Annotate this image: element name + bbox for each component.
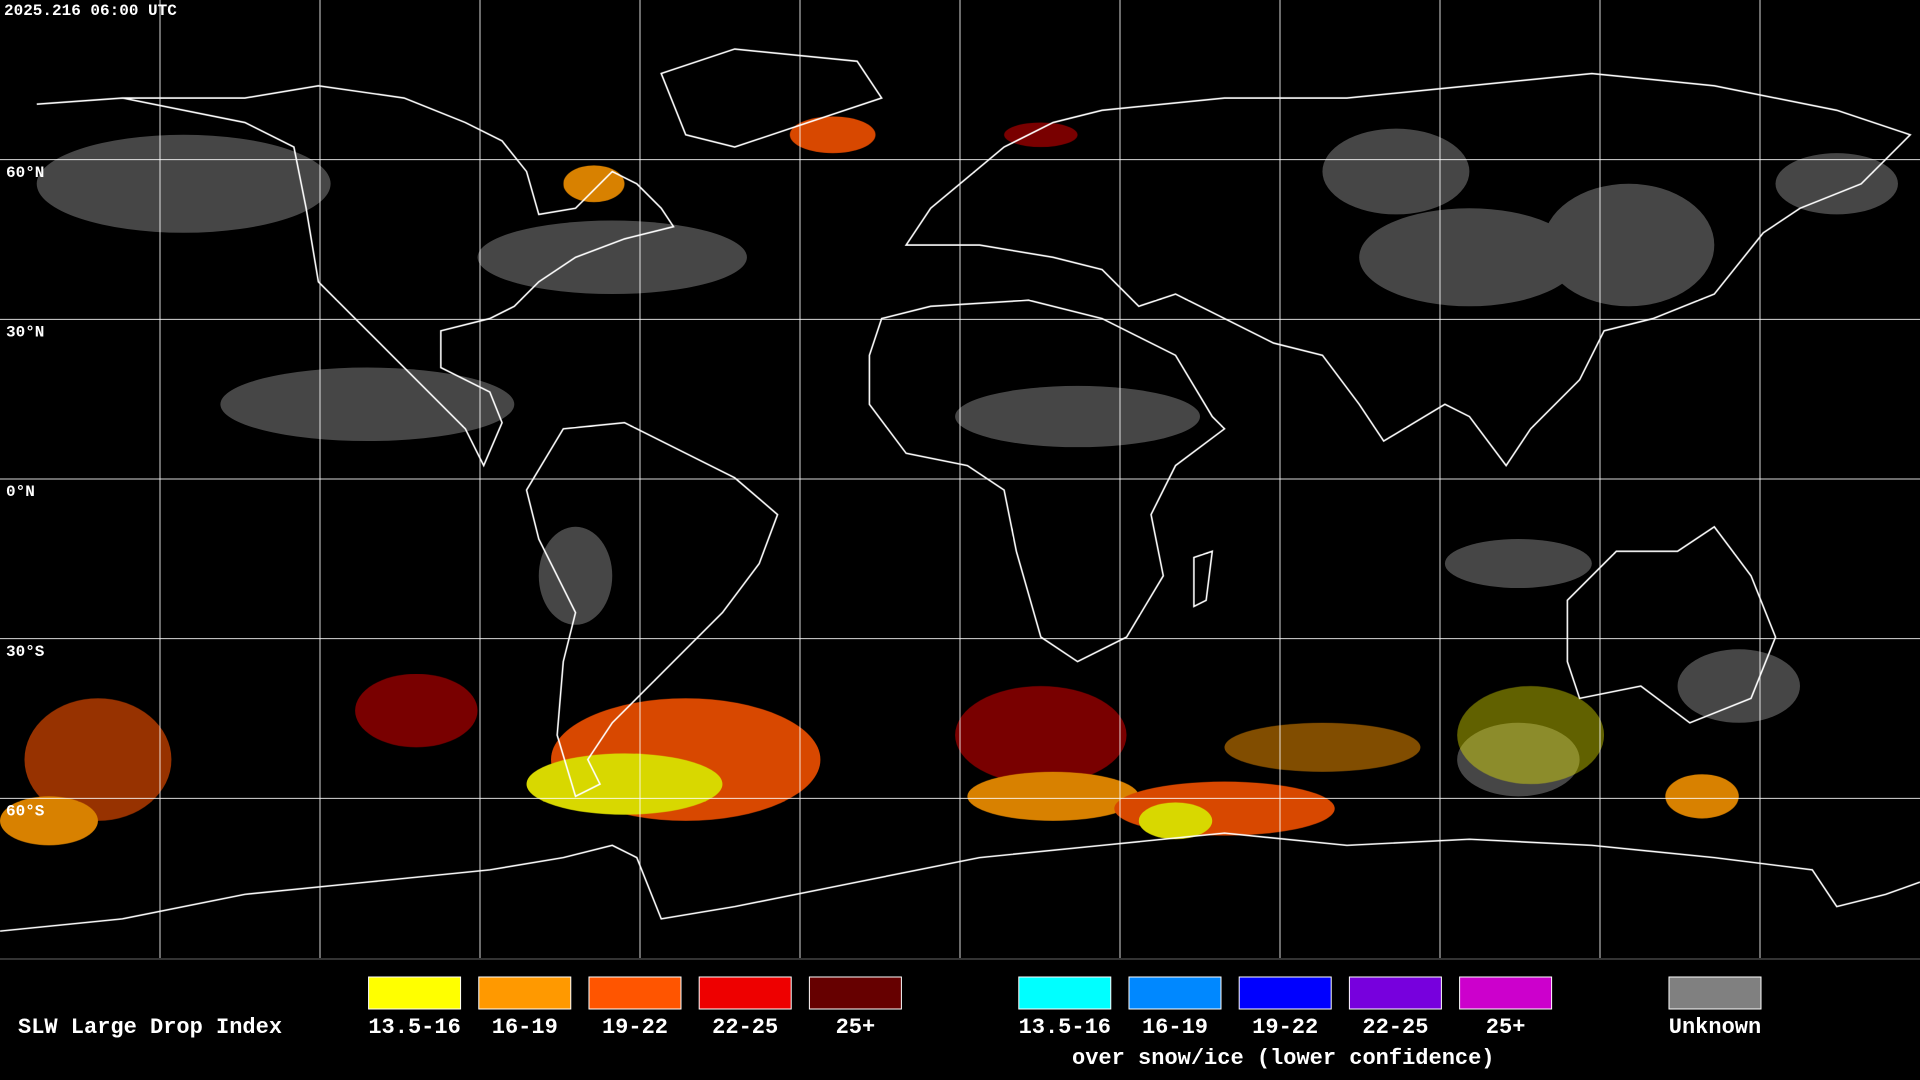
legend-label: 22-25 bbox=[712, 1015, 778, 1040]
timestamp: 2025.216 06:00 UTC bbox=[4, 2, 177, 20]
legend-label: 16-19 bbox=[492, 1015, 558, 1040]
legend-swatch bbox=[1128, 976, 1222, 1010]
legend-swatch bbox=[808, 976, 902, 1010]
cloud-patch bbox=[0, 796, 98, 846]
cloud-patch bbox=[477, 220, 747, 295]
legend-label: 13.5-16 bbox=[1019, 1015, 1111, 1040]
legend-swatch bbox=[698, 976, 792, 1010]
cloud-patch bbox=[955, 686, 1127, 785]
legend-swatch bbox=[588, 976, 682, 1010]
cloud-patch bbox=[1359, 208, 1580, 307]
legend-caption: over snow/ice (lower confidence) bbox=[1072, 1046, 1494, 1071]
latitude-label: 30°N bbox=[6, 324, 44, 342]
legend-label: 25+ bbox=[1486, 1015, 1526, 1040]
cloud-patch bbox=[1542, 183, 1715, 307]
cloud-patch bbox=[563, 165, 625, 203]
legend-label: Unknown bbox=[1669, 1015, 1761, 1040]
cloud-patch bbox=[1004, 122, 1078, 148]
cloud-patch bbox=[1224, 722, 1421, 772]
cloud-patch bbox=[24, 698, 172, 821]
cloud-patch bbox=[967, 771, 1139, 821]
latitude-label: 60°S bbox=[6, 803, 45, 821]
cloud-patch bbox=[1457, 722, 1580, 797]
cloud-patch bbox=[1677, 649, 1801, 723]
legend-swatch bbox=[1348, 976, 1442, 1010]
latitude-label: 30°S bbox=[6, 643, 45, 661]
antarctica bbox=[0, 832, 1920, 932]
legend-swatch bbox=[1668, 976, 1762, 1010]
legend-title: SLW Large Drop Index bbox=[18, 1015, 282, 1040]
cloud-patch bbox=[789, 116, 876, 154]
legend-label: 22-25 bbox=[1362, 1015, 1428, 1040]
cloud-patch bbox=[1322, 128, 1470, 215]
cloud-patch bbox=[1665, 774, 1739, 819]
cloud-patch bbox=[1444, 539, 1592, 589]
legend-swatch bbox=[368, 976, 462, 1010]
legend-swatch bbox=[1459, 976, 1553, 1010]
cloud-patch bbox=[36, 134, 331, 233]
legend-label: 19-22 bbox=[1252, 1015, 1318, 1040]
cloud-patch bbox=[1457, 686, 1605, 785]
coastlines bbox=[0, 48, 1920, 932]
graticule: 60°N 30°N 0°N 30°S 60°S bbox=[0, 0, 1920, 958]
north-america bbox=[36, 84, 675, 468]
legend-label: 16-19 bbox=[1142, 1015, 1208, 1040]
legend-swatch bbox=[1018, 976, 1112, 1010]
cloud-patch bbox=[220, 367, 515, 442]
south-america bbox=[525, 421, 779, 798]
legend-swatch bbox=[478, 976, 572, 1010]
legend-divider bbox=[0, 958, 1920, 960]
africa bbox=[868, 299, 1226, 663]
legend-swatch bbox=[1238, 976, 1332, 1010]
cloud-patch bbox=[526, 753, 723, 815]
cloud-patch bbox=[538, 526, 613, 625]
australia bbox=[1566, 525, 1777, 724]
latitude-label: 60°N bbox=[6, 164, 44, 182]
eurasia bbox=[904, 72, 1912, 467]
cloud-patch bbox=[355, 673, 478, 748]
greenland bbox=[660, 48, 883, 148]
madagascar bbox=[1193, 550, 1214, 608]
legend-label: 19-22 bbox=[602, 1015, 668, 1040]
cloud-patch bbox=[1775, 153, 1898, 215]
cloud-patch bbox=[955, 385, 1201, 448]
latitude-label: 0°N bbox=[6, 483, 35, 501]
cloud-patch bbox=[1138, 802, 1213, 840]
slw-clouds bbox=[0, 116, 1739, 846]
legend: SLW Large Drop Index 13.5-16 16-19 19-22 22-… bbox=[18, 976, 1762, 1071]
legend-label: 13.5-16 bbox=[368, 1015, 460, 1040]
legend-label: 25+ bbox=[836, 1015, 876, 1040]
